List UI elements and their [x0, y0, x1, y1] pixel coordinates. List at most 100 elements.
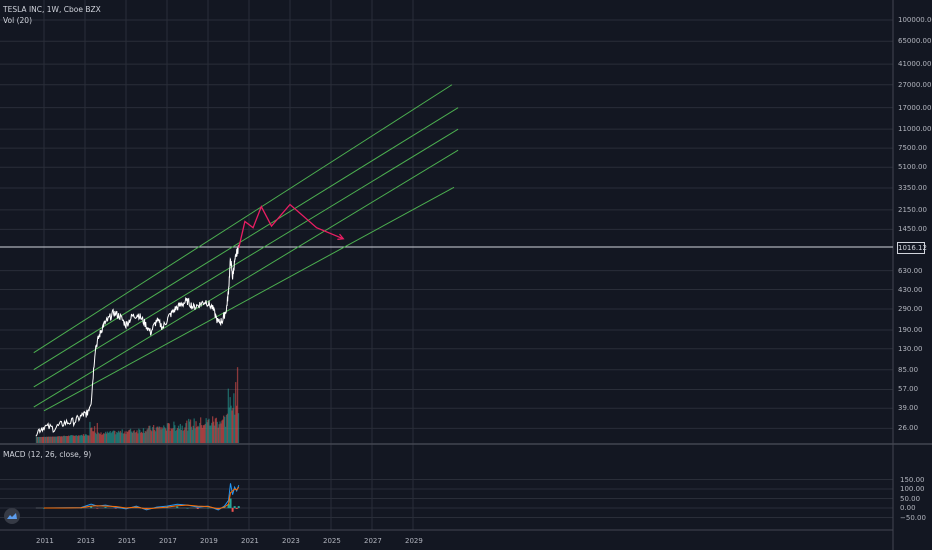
volume-bar: [192, 425, 194, 443]
time-tick-label: 2015: [118, 537, 136, 545]
volume-bar: [117, 430, 120, 443]
volume-bar: [51, 436, 53, 443]
volume-bar: [226, 413, 229, 443]
volume-bar: [169, 430, 171, 443]
volume-bar: [158, 426, 160, 443]
macd-histogram-bar: [114, 508, 117, 509]
volume-bar: [98, 433, 100, 443]
volume-bar: [166, 423, 169, 443]
volume-bar: [200, 425, 203, 443]
volume-bar: [116, 432, 118, 443]
macd-histogram-bar: [90, 506, 93, 508]
volume-bar: [187, 430, 189, 443]
volume-bar: [172, 428, 174, 443]
volume-bar: [176, 429, 178, 443]
volume-bar: [124, 431, 126, 443]
volume-bar: [201, 427, 204, 443]
volume-bar: [86, 435, 88, 443]
volume-bar: [104, 433, 106, 443]
tradingview-logo-icon[interactable]: [4, 508, 20, 524]
volume-bar: [99, 434, 101, 443]
volume-bar: [191, 429, 194, 443]
volume-bar: [78, 435, 80, 443]
macd-tick-label: 100.00: [900, 485, 925, 493]
volume-bar: [77, 436, 79, 443]
volume-bar: [132, 431, 134, 443]
price-tick-label: 65000.00: [898, 37, 932, 46]
volume-bar: [146, 429, 148, 443]
volume-bar: [80, 435, 82, 443]
volume-bar: [138, 428, 140, 443]
volume-bar: [71, 435, 74, 443]
volume-bar: [175, 430, 177, 443]
volume-bar: [181, 425, 183, 443]
volume-bar: [193, 418, 195, 443]
volume-bar: [74, 435, 76, 443]
volume-bar: [59, 436, 62, 443]
price-tick-label: 85.00: [898, 365, 919, 374]
volume-bar: [112, 430, 114, 443]
volume-bar: [220, 423, 222, 443]
volume-bar: [127, 431, 129, 443]
volume-bar: [210, 425, 212, 443]
volume-bar: [140, 431, 143, 443]
volume-bar: [67, 436, 69, 443]
macd-tick-label: −50.00: [900, 513, 926, 522]
volume-bar: [35, 437, 38, 443]
volume-bar: [160, 429, 162, 443]
volume-bar: [184, 427, 186, 443]
macd-tick-label: 50.00: [900, 494, 921, 503]
current-price-tag: 1016.12: [897, 242, 927, 254]
channel-line-2: [33, 107, 459, 371]
volume-bar: [224, 426, 227, 443]
volume-bar: [141, 433, 144, 443]
volume-bar: [47, 436, 50, 443]
volume-bar: [69, 436, 71, 443]
volume-bar: [229, 397, 231, 443]
volume-bar: [219, 421, 221, 443]
channel-line-1: [33, 84, 453, 354]
volume-bar: [174, 425, 176, 443]
volume-bar: [121, 429, 123, 443]
price-tick-label: 26.00: [898, 424, 919, 433]
volume-bar: [100, 432, 102, 443]
volume-bar: [53, 436, 55, 443]
macd-tick-label: 150.00: [900, 475, 925, 484]
volume-bar: [119, 430, 122, 443]
time-tick-label: 2021: [241, 537, 259, 545]
volume-bar: [49, 436, 51, 443]
volume-bar: [45, 436, 48, 443]
volume-bar: [57, 436, 60, 443]
volume-indicator-label[interactable]: Vol (20): [3, 16, 33, 25]
volume-bar: [179, 423, 182, 443]
macd-histogram-bar: [237, 506, 240, 508]
macd-histogram-bar: [196, 508, 199, 509]
volume-bar: [70, 435, 73, 443]
volume-bar: [148, 425, 150, 443]
volume-bar: [167, 423, 170, 443]
volume-bar: [102, 434, 104, 443]
volume-bar: [170, 428, 172, 443]
macd-indicator-label[interactable]: MACD (12, 26, close, 9): [3, 450, 92, 459]
volume-bar: [140, 432, 142, 443]
macd-tick-label: 0.00: [900, 504, 916, 512]
volume-bar: [46, 436, 49, 443]
volume-bar: [200, 417, 202, 443]
volume-bar: [42, 436, 44, 443]
price-tick-label: 100000.00: [898, 16, 932, 24]
time-tick-label: 2027: [364, 537, 382, 545]
volume-bar: [107, 433, 110, 443]
volume-bar: [87, 435, 89, 443]
macd-histogram-bar: [104, 507, 107, 508]
time-tick-label: 2011: [36, 537, 54, 545]
volume-bar: [222, 419, 224, 443]
price-tick-label: 130.00: [898, 344, 923, 353]
volume-bar: [65, 436, 67, 443]
volume-bar: [128, 430, 130, 443]
volume-bar: [163, 425, 165, 443]
volume-bar: [197, 425, 199, 443]
price-tick-label: 57.00: [898, 385, 919, 394]
price-tick-label: 190.00: [898, 325, 923, 334]
volume-bar: [173, 421, 175, 443]
